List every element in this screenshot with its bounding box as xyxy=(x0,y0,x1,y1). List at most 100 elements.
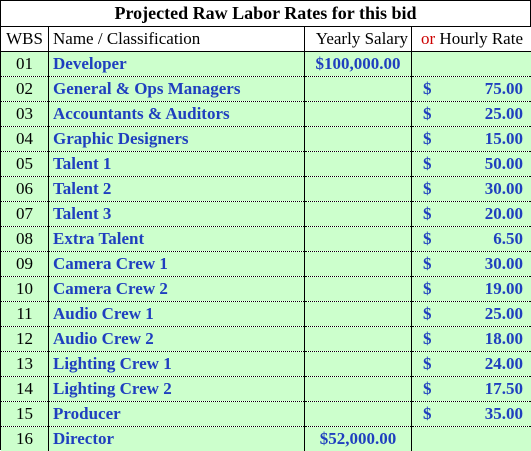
hourly-rate-value: $30.00 xyxy=(412,252,531,276)
salary-cell[interactable] xyxy=(305,127,412,152)
classification-cell[interactable]: Talent 1 xyxy=(49,152,305,177)
hourly-rate-cell[interactable]: $50.00 xyxy=(412,152,531,177)
classification-cell[interactable]: Talent 3 xyxy=(49,202,305,227)
header-wbs[interactable]: WBS xyxy=(1,27,49,52)
hourly-rate-cell[interactable]: $25.00 xyxy=(412,302,531,327)
wbs-cell[interactable]: 09 xyxy=(1,252,49,277)
wbs-cell[interactable]: 07 xyxy=(1,202,49,227)
hourly-rate-cell[interactable]: $30.00 xyxy=(412,177,531,202)
rate-amount: 6.50 xyxy=(493,227,523,251)
hourly-rate-cell[interactable]: $19.00 xyxy=(412,277,531,302)
hourly-rate-value: $25.00 xyxy=(412,102,531,126)
rate-amount: 15.00 xyxy=(485,127,523,151)
hourly-rate-cell[interactable]: $17.50 xyxy=(412,377,531,402)
salary-cell[interactable]: $52,000.00 xyxy=(305,427,412,451)
classification-cell[interactable]: Lighting Crew 2 xyxy=(49,377,305,402)
wbs-cell[interactable]: 06 xyxy=(1,177,49,202)
classification-cell[interactable]: Graphic Designers xyxy=(49,127,305,152)
currency-symbol: $ xyxy=(423,127,432,151)
salary-cell[interactable] xyxy=(305,402,412,427)
salary-cell[interactable] xyxy=(305,327,412,352)
rate-amount: 30.00 xyxy=(485,252,523,276)
rate-amount: 25.00 xyxy=(485,302,523,326)
hourly-rate-cell[interactable]: $20.00 xyxy=(412,202,531,227)
wbs-cell[interactable]: 03 xyxy=(1,102,49,127)
classification-cell[interactable]: Camera Crew 2 xyxy=(49,277,305,302)
hourly-rate-cell[interactable]: $75.00 xyxy=(412,77,531,102)
currency-symbol: $ xyxy=(423,102,432,126)
wbs-cell[interactable]: 12 xyxy=(1,327,49,352)
salary-cell[interactable] xyxy=(305,302,412,327)
hourly-rate-value: $30.00 xyxy=(412,177,531,201)
hourly-rate-value: $24.00 xyxy=(412,352,531,376)
currency-symbol: $ xyxy=(423,277,432,301)
wbs-cell[interactable]: 04 xyxy=(1,127,49,152)
header-name[interactable]: Name / Classification xyxy=(49,27,305,52)
classification-cell[interactable]: General & Ops Managers xyxy=(49,77,305,102)
header-hourly[interactable]: or Hourly Rate xyxy=(412,27,531,52)
hourly-rate-value xyxy=(412,427,531,451)
classification-cell[interactable]: Camera Crew 1 xyxy=(49,252,305,277)
wbs-cell[interactable]: 15 xyxy=(1,402,49,427)
salary-cell[interactable] xyxy=(305,252,412,277)
wbs-cell[interactable]: 05 xyxy=(1,152,49,177)
labor-rates-table: WBS Name / Classification Yearly Salary … xyxy=(1,27,531,451)
sheet-title: Projected Raw Labor Rates for this bid xyxy=(1,1,530,27)
hourly-rate-cell[interactable]: $18.00 xyxy=(412,327,531,352)
currency-symbol: $ xyxy=(423,152,432,176)
rate-amount: 25.00 xyxy=(485,102,523,126)
classification-cell[interactable]: Talent 2 xyxy=(49,177,305,202)
header-hourly-label: Hourly Rate xyxy=(439,29,523,48)
classification-cell[interactable]: Producer xyxy=(49,402,305,427)
wbs-cell[interactable]: 16 xyxy=(1,427,49,451)
wbs-cell[interactable]: 13 xyxy=(1,352,49,377)
classification-cell[interactable]: Developer xyxy=(49,52,305,77)
hourly-rate-value xyxy=(412,52,531,76)
classification-cell[interactable]: Audio Crew 2 xyxy=(49,327,305,352)
salary-cell[interactable]: $100,000.00 xyxy=(305,52,412,77)
currency-symbol: $ xyxy=(423,227,432,251)
classification-cell[interactable]: Accountants & Auditors xyxy=(49,102,305,127)
salary-cell[interactable] xyxy=(305,227,412,252)
hourly-rate-cell[interactable] xyxy=(412,52,531,77)
currency-symbol: $ xyxy=(423,177,432,201)
salary-cell[interactable] xyxy=(305,77,412,102)
salary-cell[interactable] xyxy=(305,377,412,402)
hourly-rate-value: $15.00 xyxy=(412,127,531,151)
salary-cell[interactable] xyxy=(305,177,412,202)
hourly-rate-cell[interactable]: $15.00 xyxy=(412,127,531,152)
classification-cell[interactable]: Extra Talent xyxy=(49,227,305,252)
classification-cell[interactable]: Lighting Crew 1 xyxy=(49,352,305,377)
hourly-rate-cell[interactable]: $30.00 xyxy=(412,252,531,277)
salary-cell[interactable] xyxy=(305,277,412,302)
wbs-cell[interactable]: 11 xyxy=(1,302,49,327)
wbs-cell[interactable]: 01 xyxy=(1,52,49,77)
wbs-cell[interactable]: 14 xyxy=(1,377,49,402)
salary-cell[interactable] xyxy=(305,152,412,177)
wbs-cell[interactable]: 08 xyxy=(1,227,49,252)
hourly-rate-cell[interactable] xyxy=(412,427,531,451)
hourly-rate-cell[interactable]: $25.00 xyxy=(412,102,531,127)
hourly-rate-value: $25.00 xyxy=(412,302,531,326)
salary-cell[interactable] xyxy=(305,202,412,227)
wbs-cell[interactable]: 10 xyxy=(1,277,49,302)
hourly-rate-value: $19.00 xyxy=(412,277,531,301)
salary-cell[interactable] xyxy=(305,102,412,127)
classification-cell[interactable]: Director xyxy=(49,427,305,451)
wbs-cell[interactable]: 02 xyxy=(1,77,49,102)
salary-cell[interactable] xyxy=(305,352,412,377)
hourly-rate-cell[interactable]: $35.00 xyxy=(412,402,531,427)
rate-amount: 30.00 xyxy=(485,177,523,201)
hourly-rate-cell[interactable]: $6.50 xyxy=(412,227,531,252)
hourly-rate-cell[interactable]: $24.00 xyxy=(412,352,531,377)
header-salary[interactable]: Yearly Salary xyxy=(305,27,412,52)
classification-cell[interactable]: Audio Crew 1 xyxy=(49,302,305,327)
